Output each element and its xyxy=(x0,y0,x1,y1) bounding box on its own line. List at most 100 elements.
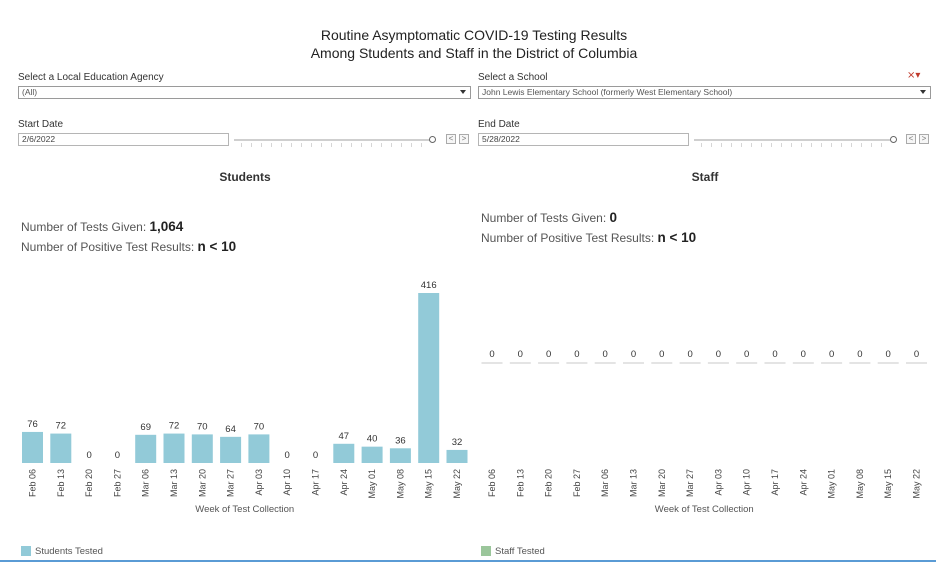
end-date-slider-ticks xyxy=(700,143,889,147)
staff-legend-swatch xyxy=(481,546,491,556)
end-date-slider-handle[interactable] xyxy=(890,136,897,143)
staff-chart: 0 Feb 06 0 Feb 13 0 Feb 20 0 Feb 27 0 Mar 06 0 Mar … xyxy=(481,349,927,515)
start-date-prev-button[interactable]: < xyxy=(446,134,456,144)
students-tests-stat: Number of Tests Given: 1,064 xyxy=(21,219,183,234)
data-label: 47 xyxy=(339,431,350,442)
tick-label: Apr 10 xyxy=(282,469,292,496)
staff-legend-label: Staff Tested xyxy=(495,546,545,557)
data-label: 0 xyxy=(829,349,834,360)
start-date-slider-ticks xyxy=(240,143,429,147)
tick-label: Apr 03 xyxy=(254,469,264,496)
tick-label: May 01 xyxy=(367,469,377,499)
lea-select[interactable]: (All) xyxy=(18,86,471,99)
data-label: 72 xyxy=(169,421,180,432)
bar xyxy=(135,434,157,463)
tick-label: Mar 06 xyxy=(600,469,610,497)
tick-label: Feb 13 xyxy=(515,469,525,497)
tick-label: Feb 27 xyxy=(572,469,582,497)
students-legend-swatch xyxy=(21,546,31,556)
tick-label: Feb 20 xyxy=(84,469,94,497)
start-date-slider-handle[interactable] xyxy=(429,136,436,143)
data-label: 72 xyxy=(56,421,67,432)
data-label: 70 xyxy=(197,421,208,432)
bar xyxy=(361,446,383,463)
data-label: 0 xyxy=(313,450,318,461)
bottom-divider xyxy=(0,560,936,562)
page-title-line1: Routine Asymptomatic COVID-19 Testing Re… xyxy=(320,27,628,43)
page-title-line2: Among Students and Staff in the District… xyxy=(310,45,638,61)
tick-label: May 15 xyxy=(424,469,434,499)
lea-filter-label: Select a Local Education Agency xyxy=(18,72,164,83)
data-label: 40 xyxy=(367,434,378,445)
school-select[interactable]: John Lewis Elementary School (formerly W… xyxy=(478,86,931,99)
tick-label: Feb 20 xyxy=(544,469,554,497)
data-label: 0 xyxy=(772,349,777,360)
bar xyxy=(22,431,43,463)
bar xyxy=(50,433,72,463)
data-label: 76 xyxy=(27,419,38,430)
bar xyxy=(248,434,270,463)
data-label: 0 xyxy=(857,349,862,360)
start-date-next-button[interactable]: > xyxy=(459,134,469,144)
tick-label: Feb 06 xyxy=(487,469,497,497)
data-label: 0 xyxy=(687,349,692,360)
students-tests-label: Number of Tests Given: xyxy=(21,220,147,234)
start-date-slider-track[interactable] xyxy=(234,139,430,141)
data-label: 0 xyxy=(801,349,806,360)
data-label: 0 xyxy=(285,450,290,461)
staff-tests-label: Number of Tests Given: xyxy=(481,211,607,225)
bar xyxy=(418,293,440,463)
students-tests-value: 1,064 xyxy=(149,219,184,234)
data-label: 0 xyxy=(886,349,891,360)
chevron-down-icon xyxy=(460,90,466,94)
end-date-prev-button[interactable]: < xyxy=(906,134,916,144)
data-label: 0 xyxy=(744,349,749,360)
data-label: 32 xyxy=(452,437,463,448)
end-date-input[interactable]: 5/28/2022 xyxy=(478,133,689,146)
students-positive-label: Number of Positive Test Results: xyxy=(21,240,195,254)
tick-label: Apr 24 xyxy=(339,469,349,496)
tick-label: Mar 13 xyxy=(629,469,639,497)
staff-tests-value: 0 xyxy=(609,210,618,225)
start-date-label: Start Date xyxy=(18,119,64,130)
staff-positive-value: n < 10 xyxy=(657,230,697,245)
chevron-down-icon xyxy=(920,90,926,94)
data-label: 0 xyxy=(574,349,579,360)
data-label: 0 xyxy=(631,349,636,360)
data-label: 0 xyxy=(659,349,664,360)
end-date-next-button[interactable]: > xyxy=(919,134,929,144)
data-label: 0 xyxy=(489,349,494,360)
data-label: 36 xyxy=(395,435,406,446)
staff-section-title: Staff xyxy=(691,170,719,184)
start-date-input[interactable]: 2/6/2022 xyxy=(18,133,229,146)
data-label: 70 xyxy=(254,421,265,432)
tick-label: May 22 xyxy=(452,469,462,499)
tick-label: Mar 06 xyxy=(141,469,151,497)
bar xyxy=(220,436,242,463)
data-label: 0 xyxy=(716,349,721,360)
staff-tests-stat: Number of Tests Given: 0 xyxy=(481,210,617,225)
tick-label: May 08 xyxy=(855,469,865,499)
tick-label: Mar 27 xyxy=(685,469,695,497)
tick-label: Mar 20 xyxy=(657,469,667,497)
school-filter-label: Select a School xyxy=(478,72,548,83)
bar xyxy=(389,448,411,463)
clear-filter-icon[interactable]: ⨯▾ xyxy=(907,70,921,81)
school-select-value: John Lewis Elementary School (formerly W… xyxy=(482,87,733,97)
x-axis-title: Week of Test Collection xyxy=(195,504,294,515)
tick-label: Mar 13 xyxy=(169,469,179,497)
end-date-slider-track[interactable] xyxy=(694,139,890,141)
tick-label: Feb 06 xyxy=(28,469,38,497)
bar xyxy=(163,433,185,463)
lea-select-value: (All) xyxy=(22,87,38,97)
data-label: 0 xyxy=(603,349,608,360)
tick-label: May 15 xyxy=(883,469,893,499)
data-label: 0 xyxy=(518,349,523,360)
students-legend-label: Students Tested xyxy=(35,546,103,557)
tick-label: Mar 27 xyxy=(226,469,236,497)
tick-label: Mar 20 xyxy=(197,469,207,497)
data-label: 0 xyxy=(115,450,120,461)
data-label: 416 xyxy=(421,280,437,291)
data-label: 0 xyxy=(86,450,91,461)
staff-positive-label: Number of Positive Test Results: xyxy=(481,231,655,245)
